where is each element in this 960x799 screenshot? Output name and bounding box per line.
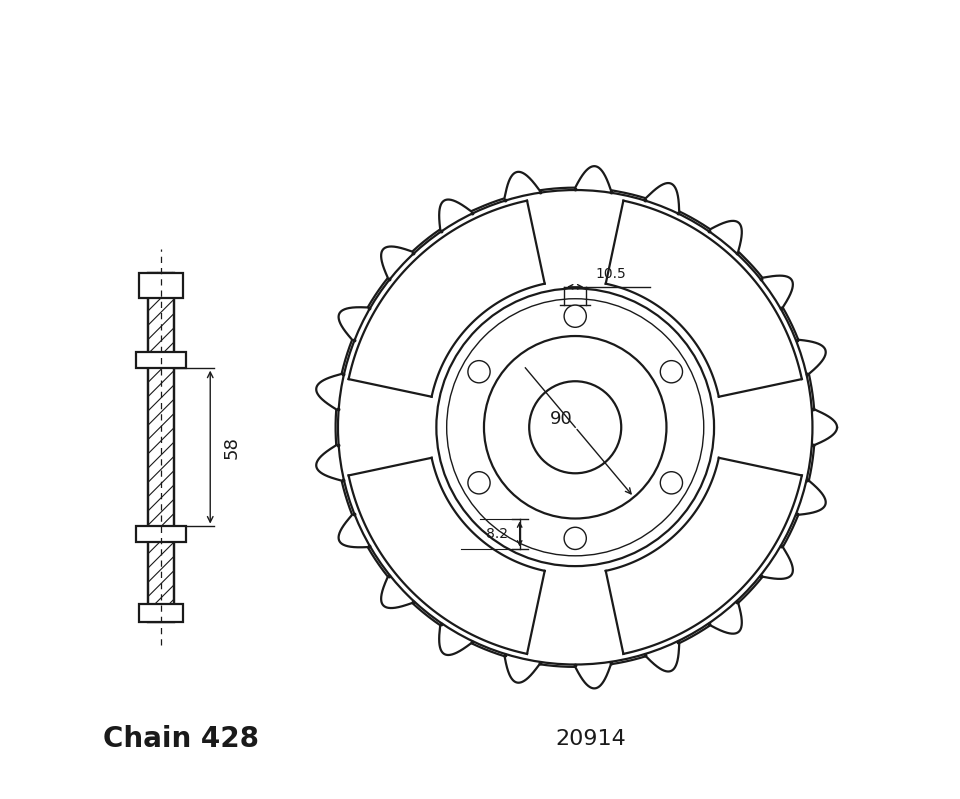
Bar (149, 272, 174, 622)
Circle shape (660, 360, 683, 383)
Circle shape (468, 360, 491, 383)
Bar (135, 352, 186, 368)
Bar (149, 272, 174, 622)
Text: 10.5: 10.5 (596, 268, 627, 281)
Text: 58: 58 (223, 435, 241, 459)
Text: 20914: 20914 (556, 729, 627, 749)
Circle shape (660, 471, 683, 494)
Text: 90: 90 (549, 411, 572, 428)
Circle shape (564, 305, 587, 328)
Circle shape (468, 471, 491, 494)
Text: 8.2: 8.2 (486, 527, 508, 541)
Circle shape (564, 527, 587, 550)
Bar (139, 272, 183, 298)
Bar (139, 604, 183, 622)
Bar (135, 527, 186, 543)
Text: Chain 428: Chain 428 (103, 725, 259, 753)
